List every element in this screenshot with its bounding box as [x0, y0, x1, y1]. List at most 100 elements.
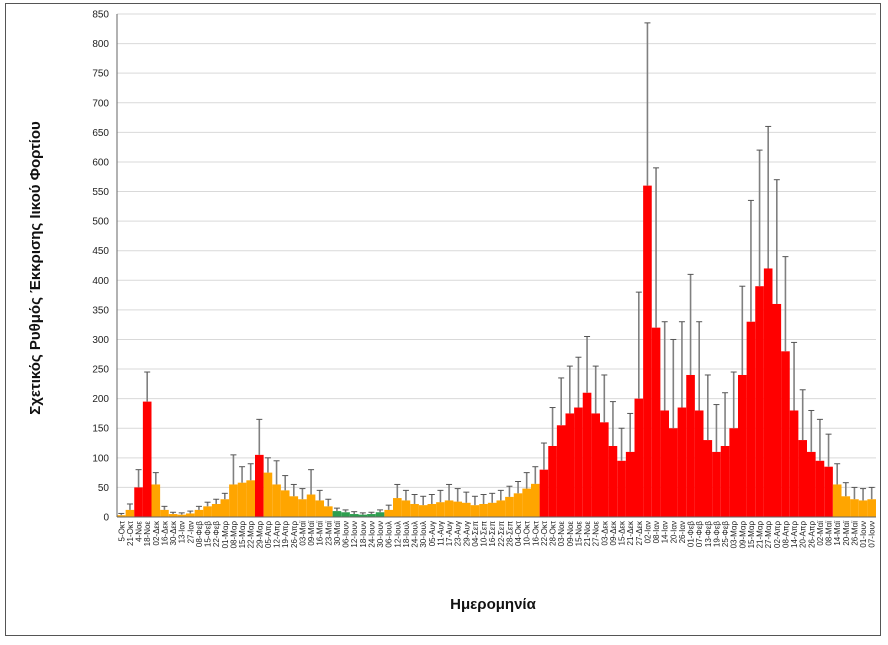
bar: [781, 351, 790, 517]
bar: [600, 422, 609, 517]
x-tick-label: 16-Σεπ: [488, 521, 497, 547]
bar: [582, 392, 592, 517]
x-tick-label: 28-Οκτ: [549, 520, 558, 546]
x-tick-label: 02-Ιαν: [643, 521, 652, 543]
x-tick-label: 08-Μαϊ: [825, 521, 834, 546]
x-tick-label: 03-Δεκ: [600, 520, 609, 545]
bar: [229, 484, 238, 517]
x-tick-label: 18-Ιουλ: [402, 521, 411, 548]
x-tick-label: 27-Ιαν: [186, 521, 195, 543]
bar: [832, 484, 842, 517]
x-tick-label: 01-Ιουν: [859, 521, 868, 548]
x-tick-label: 02-Απρ: [773, 521, 782, 548]
x-tick-label: 01-Μαρ: [221, 521, 230, 549]
bar: [134, 487, 143, 517]
x-tick-label: 08-Φεβ: [195, 521, 204, 548]
x-tick-label: 13-Ιαν: [178, 521, 187, 543]
x-tick-label: 16-Οκτ: [531, 520, 540, 546]
bar: [358, 514, 368, 517]
bar: [712, 451, 721, 517]
bar: [867, 499, 876, 517]
x-tick-label: 05-Αυγ: [428, 521, 437, 546]
x-tick-label: 19-Φεβ: [712, 521, 721, 548]
x-tick-label: 08-Ιαν: [652, 521, 661, 543]
x-tick-label: 05-Απρ: [264, 521, 273, 548]
x-tick-label: 22-Οκτ: [540, 520, 549, 546]
x-tick-label: 26-Απρ: [807, 521, 816, 548]
x-tick-label: 20-Μαϊ: [842, 521, 851, 546]
bar: [298, 499, 307, 517]
bar: [531, 483, 540, 517]
x-tick-label: 21-Νοε: [583, 521, 592, 547]
x-tick-label: 14-Απρ: [790, 521, 799, 548]
x-axis-title: Ημερομηνία: [450, 596, 536, 613]
bar: [807, 451, 816, 517]
x-tick-label: 12-Απρ: [273, 521, 282, 548]
x-tick-label: 28-Σεπ: [505, 521, 514, 547]
bar: [280, 490, 290, 517]
x-tick-label: 16-Μαϊ: [316, 521, 325, 546]
x-tick-label: 02-Δεκ: [152, 520, 161, 545]
y-tick-label: 550: [92, 187, 109, 198]
x-tick-label: 30-Ιουν: [376, 521, 385, 548]
x-tick-label: 13-Φεβ: [704, 521, 713, 548]
x-tick-label: 24-Ιουλ: [411, 521, 420, 548]
bar: [772, 303, 782, 517]
bar: [237, 482, 247, 517]
x-tick-label: 26-Απρ: [290, 521, 299, 548]
bar: [643, 185, 652, 518]
bar: [410, 503, 419, 517]
bar: [720, 445, 730, 517]
bar: [220, 499, 230, 517]
bar: [608, 445, 618, 517]
y-tick-label: 350: [92, 305, 109, 316]
bar: [160, 509, 169, 517]
bar: [255, 454, 264, 517]
bar: [591, 413, 600, 517]
x-tick-label: 30-Μαϊ: [333, 521, 342, 546]
x-tick-label: 07-Ιουν: [868, 521, 877, 548]
y-tick-label: 750: [92, 69, 109, 80]
x-tick-label: 09-Δεκ: [609, 520, 618, 545]
x-tick-label: 08-Απρ: [781, 521, 790, 548]
x-tick-label: 17-Αυγ: [445, 521, 454, 546]
bar: [496, 500, 506, 517]
bar: [401, 500, 411, 517]
bar: [789, 410, 799, 517]
bar: [367, 514, 376, 517]
bar: [815, 460, 825, 517]
x-tick-label: 4-Νοε: [135, 521, 144, 542]
bar: [194, 509, 204, 517]
bar: [738, 374, 747, 517]
x-tick-label: 23-Αυγ: [454, 521, 463, 546]
bar: [548, 445, 557, 517]
bar: [479, 503, 488, 517]
x-tick-label: 15-Φεβ: [204, 521, 213, 548]
bar: [315, 500, 324, 517]
bar: [117, 515, 126, 517]
y-tick-label: 300: [92, 335, 109, 346]
bar: [841, 496, 851, 517]
y-tick-label: 50: [98, 483, 110, 494]
y-tick-label: 800: [92, 39, 109, 50]
x-tick-label: 12-Ιουλ: [393, 521, 402, 548]
x-tick-label: 14-Μαϊ: [833, 521, 842, 546]
bar: [634, 398, 644, 517]
x-tick-label: 18-Ιουν: [359, 521, 368, 548]
bar: [151, 484, 161, 517]
x-tick-label: 03-Μαϊ: [298, 521, 307, 546]
bar: [677, 407, 687, 517]
bar: [746, 321, 756, 517]
y-tick-label: 850: [92, 10, 109, 21]
bar: [755, 286, 764, 517]
bar: [617, 460, 626, 517]
x-tick-label: 01-Φεβ: [687, 521, 696, 548]
bar: [470, 505, 480, 517]
x-tick-label: 24-Ιουν: [367, 521, 376, 548]
bar: [798, 440, 807, 517]
y-tick-label: 150: [92, 424, 109, 435]
y-tick-label: 450: [92, 246, 109, 257]
x-tick-label: 22-Σεπ: [497, 521, 506, 547]
x-tick-label: 26-Μαϊ: [850, 521, 859, 546]
